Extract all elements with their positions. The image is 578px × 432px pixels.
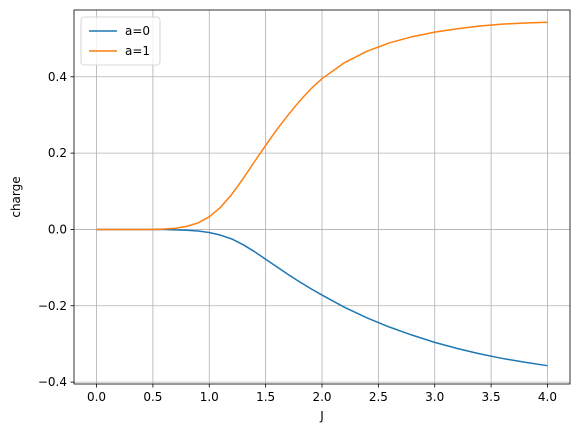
legend-box bbox=[80, 16, 161, 66]
x-tick-label: 0.0 bbox=[87, 390, 106, 404]
series-line-a=0 bbox=[96, 228, 548, 367]
series-line-a=1 bbox=[96, 21, 548, 231]
x-tick-label: 2.5 bbox=[369, 390, 388, 404]
y-tick-label: 0.0 bbox=[48, 222, 67, 236]
y-axis-label: charge bbox=[9, 176, 23, 217]
y-tick-label: −0.2 bbox=[38, 299, 67, 313]
axis-ticks: 0.0 0.5 1.0 1.5 2.0 2.5 3.0 3.5 4.0 −0.4 −0.2 0.0 0.… bbox=[38, 70, 557, 404]
y-tick-label: 0.2 bbox=[48, 146, 67, 160]
x-axis-label: J bbox=[319, 409, 324, 423]
x-tick-label: 3.0 bbox=[425, 390, 444, 404]
legend-label: a=0 bbox=[125, 24, 150, 38]
y-tick-label: 0.4 bbox=[48, 70, 67, 84]
x-tick-label: 0.5 bbox=[143, 390, 162, 404]
x-tick-label: 1.5 bbox=[256, 390, 275, 404]
series-lines bbox=[96, 21, 548, 367]
legend-label: a=1 bbox=[125, 44, 150, 58]
legend: a=0a=1 bbox=[80, 16, 161, 66]
x-tick-label: 3.5 bbox=[482, 390, 501, 404]
x-tick-label: 4.0 bbox=[538, 390, 557, 404]
x-tick-label: 1.0 bbox=[200, 390, 219, 404]
y-tick-label: −0.4 bbox=[38, 375, 67, 389]
grid bbox=[74, 10, 570, 384]
x-tick-label: 2.0 bbox=[312, 390, 331, 404]
